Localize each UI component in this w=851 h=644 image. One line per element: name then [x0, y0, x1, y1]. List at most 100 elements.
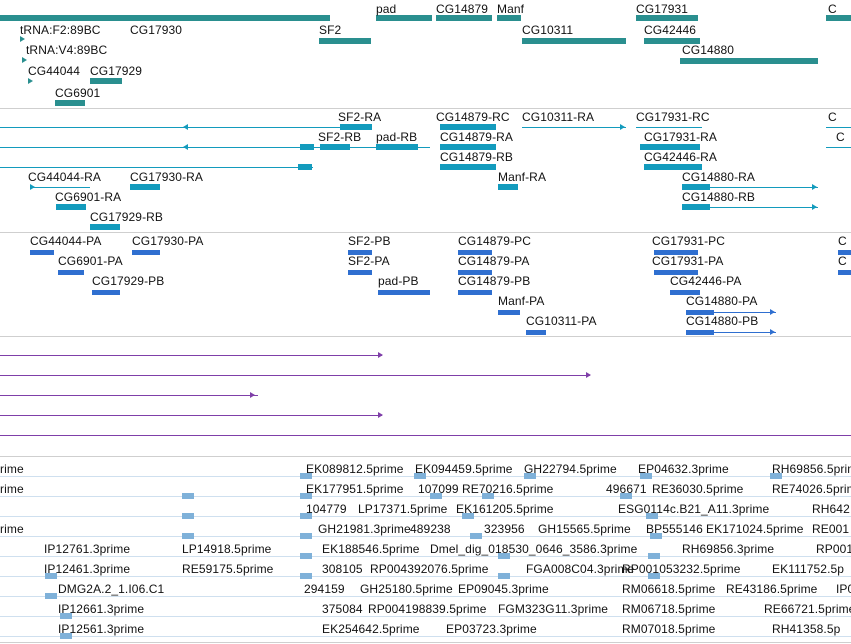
feature-label[interactable]: SF2 — [319, 23, 342, 37]
clone-label[interactable]: 489238 — [410, 522, 451, 536]
clone-bar[interactable] — [646, 513, 658, 519]
feature-label[interactable]: SF2-PB — [348, 234, 391, 248]
clone-bar[interactable] — [498, 573, 510, 579]
exon-bar[interactable] — [682, 184, 710, 190]
feature-label[interactable]: CG14880-PB — [686, 314, 759, 328]
exon-bar[interactable] — [440, 164, 496, 170]
feature-label[interactable]: CG17931 — [636, 2, 689, 16]
clone-label[interactable]: RE66721.5prime — [764, 602, 851, 616]
feature-label[interactable]: CG44044-PA — [30, 234, 102, 248]
clone-bar[interactable] — [524, 473, 536, 479]
feature-label[interactable]: pad-RB — [376, 130, 418, 144]
gene-bar[interactable] — [376, 15, 432, 21]
feature-label[interactable]: CG14879 — [436, 2, 489, 16]
clone-label[interactable]: FGA008C04.3prime — [526, 562, 635, 576]
clone-bar[interactable] — [300, 473, 312, 479]
clone-label[interactable]: GH21981.3prime — [318, 522, 411, 536]
clone-bar[interactable] — [45, 573, 57, 579]
cds-bar[interactable] — [458, 270, 492, 275]
clone-label[interactable]: RH642 — [812, 502, 850, 516]
clone-label[interactable]: EK094459.5prime — [415, 462, 513, 476]
feature-label[interactable]: CG14880 — [682, 43, 735, 57]
feature-label[interactable]: SF2-PA — [348, 254, 390, 268]
clone-bar[interactable] — [462, 513, 474, 519]
feature-label[interactable]: CG14879-RC — [436, 110, 510, 124]
clone-label[interactable]: EP09045.3prime — [458, 582, 549, 596]
clone-bar[interactable] — [650, 533, 662, 539]
feature-label[interactable]: CG42446-RA — [644, 150, 718, 164]
clone-label[interactable]: GH22794.5prime — [524, 462, 617, 476]
clone-label[interactable]: RH41358.5p — [772, 622, 841, 636]
clone-label[interactable]: EK111752.5p — [772, 562, 845, 576]
feature-label[interactable]: CG17930-PA — [132, 234, 204, 248]
feature-label[interactable]: Manf-RA — [498, 170, 547, 184]
clone-bar[interactable] — [182, 493, 194, 499]
clone-bar[interactable] — [300, 513, 312, 519]
feature-label[interactable]: CG6901-RA — [55, 190, 122, 204]
cds-bar[interactable] — [92, 290, 120, 295]
clone-label[interactable]: RP004392076.5prime — [370, 562, 489, 576]
clone-bar[interactable] — [648, 573, 660, 579]
feature-label[interactable]: CG17930-RA — [130, 170, 204, 184]
feature-label[interactable]: C — [838, 254, 847, 268]
clone-label[interactable]: LP14918.5prime — [182, 542, 272, 556]
clone-label[interactable]: RH69856.3prime — [682, 542, 775, 556]
gene-bar[interactable] — [644, 38, 700, 44]
clone-label[interactable]: IP0 — [836, 582, 851, 596]
gene-bar[interactable] — [826, 15, 851, 21]
exon-bar[interactable] — [300, 144, 314, 150]
gene-bar[interactable] — [319, 38, 371, 44]
cds-bar[interactable] — [670, 290, 700, 295]
clone-label[interactable]: EK254642.5prime — [322, 622, 420, 636]
gene-bar[interactable] — [90, 78, 122, 84]
exon-bar[interactable] — [340, 124, 372, 130]
feature-label[interactable]: CG17931-PA — [652, 254, 724, 268]
clone-bar[interactable] — [182, 513, 194, 519]
clone-label[interactable]: BP555146 — [646, 522, 703, 536]
gene-bar[interactable] — [522, 38, 626, 44]
cds-bar[interactable] — [654, 250, 698, 255]
clone-bar[interactable] — [482, 493, 494, 499]
feature-label[interactable]: CG14880-RA — [682, 170, 756, 184]
clone-label[interactable]: IP12461.3prime — [44, 562, 131, 576]
feature-label[interactable]: CG17929-RB — [90, 210, 164, 224]
clone-label[interactable]: 104779 — [306, 502, 347, 516]
feature-label[interactable]: CG42446 — [644, 23, 697, 37]
feature-label[interactable]: SF2-RA — [338, 110, 382, 124]
feature-label[interactable]: CG14880-PA — [686, 294, 758, 308]
clone-bar[interactable] — [45, 593, 57, 599]
clone-bar[interactable] — [770, 473, 782, 479]
gene-bar[interactable] — [55, 100, 85, 106]
clone-bar[interactable] — [182, 533, 194, 539]
clone-label[interactable]: EK089812.5prime — [306, 462, 404, 476]
clone-label[interactable]: 308105 — [322, 562, 363, 576]
clone-label[interactable]: RE70216.5prime — [462, 482, 554, 496]
clone-label[interactable]: rime — [0, 522, 24, 536]
exon-bar[interactable] — [320, 144, 350, 150]
clone-label[interactable]: RE43186.5prime — [726, 582, 818, 596]
clone-label[interactable]: IP12661.3prime — [58, 602, 145, 616]
clone-label[interactable]: EP04632.3prime — [638, 462, 729, 476]
clone-label[interactable]: RP001 — [816, 542, 851, 556]
clone-label[interactable]: RP001053232.5prime — [622, 562, 741, 576]
feature-label[interactable]: CG44044-RA — [28, 170, 102, 184]
feature-label[interactable]: CG6901-PA — [58, 254, 123, 268]
feature-label[interactable]: C — [828, 110, 837, 124]
feature-label[interactable]: C — [828, 2, 837, 16]
feature-label[interactable]: pad — [376, 2, 397, 16]
exon-bar[interactable] — [56, 204, 86, 210]
cds-bar[interactable] — [686, 310, 714, 315]
clone-label[interactable]: RM07018.5prime — [622, 622, 716, 636]
clone-label[interactable]: FGM323G11.3prime — [498, 602, 609, 616]
feature-label[interactable]: SF2-RB — [318, 130, 362, 144]
clone-label[interactable]: RM06718.5prime — [622, 602, 716, 616]
clone-label[interactable]: LP17371.5prime — [358, 502, 448, 516]
clone-label[interactable]: EP03723.3prime — [446, 622, 537, 636]
feature-label[interactable]: Manf-PA — [498, 294, 545, 308]
feature-label[interactable]: CG17931-PC — [652, 234, 726, 248]
feature-label[interactable]: CG17931-RA — [644, 130, 718, 144]
feature-label[interactable]: CG10311-PA — [526, 314, 597, 328]
clone-bar[interactable] — [498, 553, 510, 559]
feature-label[interactable]: CG14879-RB — [440, 150, 514, 164]
clone-label[interactable]: 496671 — [606, 482, 647, 496]
